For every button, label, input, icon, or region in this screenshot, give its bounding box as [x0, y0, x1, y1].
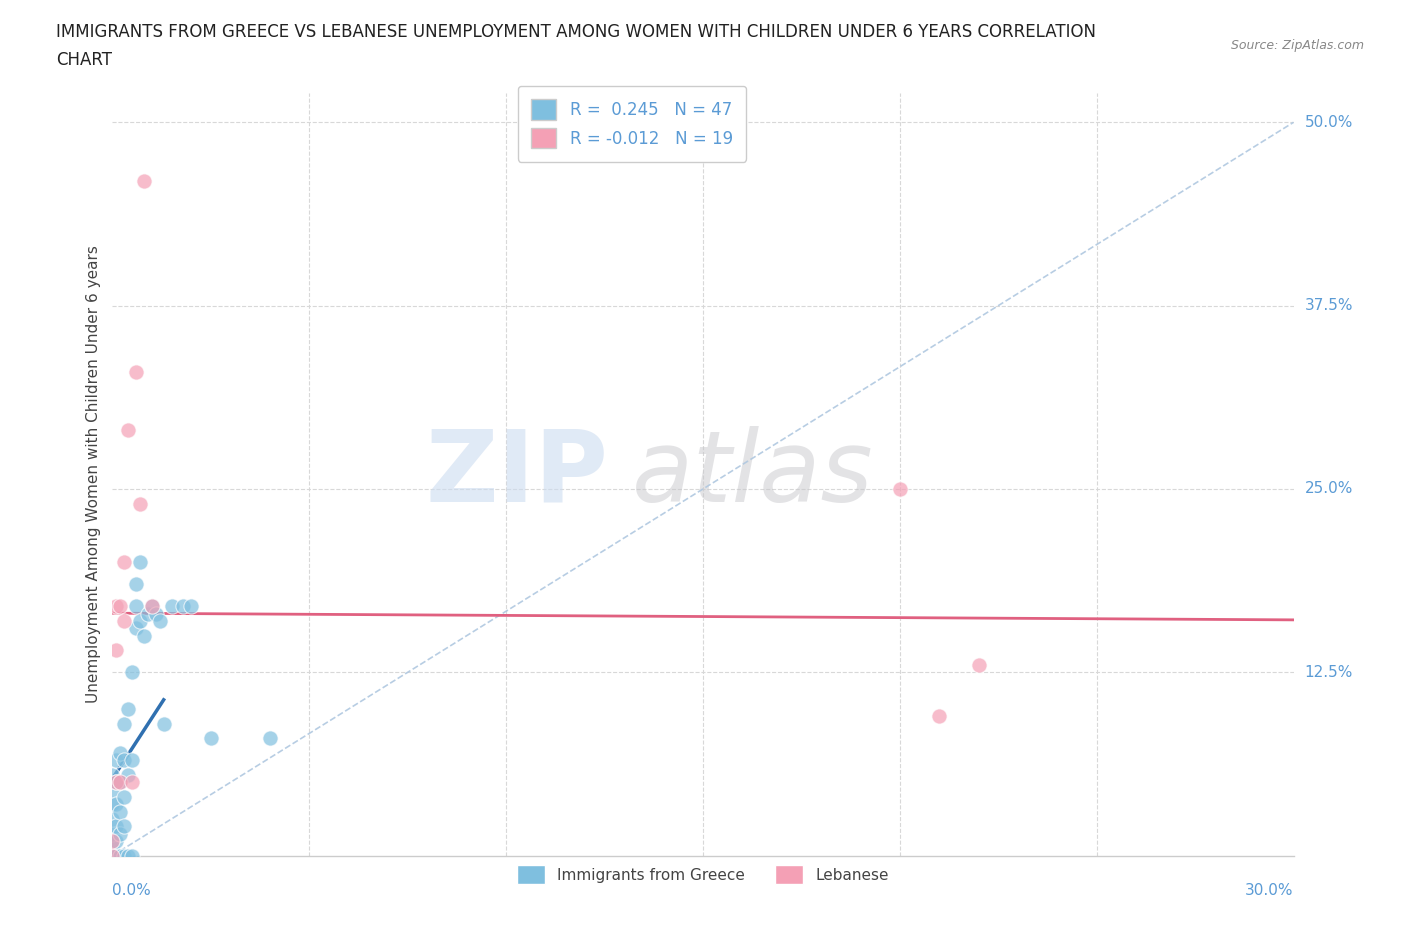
Text: 25.0%: 25.0% [1305, 482, 1353, 497]
Point [112, 753, 135, 768]
Point [110, 599, 132, 614]
Point [125, 599, 148, 614]
Point [967, 658, 990, 672]
Point [112, 790, 135, 804]
Point [112, 848, 135, 863]
Point [101, 797, 124, 812]
Point [110, 848, 132, 863]
Point [125, 577, 148, 591]
Point [101, 782, 124, 797]
Point [129, 555, 152, 570]
Point [121, 848, 143, 863]
Point [105, 775, 128, 790]
Point [112, 555, 135, 570]
Text: 50.0%: 50.0% [1305, 114, 1353, 130]
Point [121, 775, 143, 790]
Point [110, 826, 132, 841]
Text: atlas: atlas [633, 426, 873, 523]
Point [101, 826, 124, 841]
Point [112, 614, 135, 629]
Text: CHART: CHART [56, 51, 112, 69]
Point [180, 599, 202, 614]
Point [101, 833, 124, 848]
Text: Source: ZipAtlas.com: Source: ZipAtlas.com [1230, 39, 1364, 52]
Point [101, 841, 124, 856]
Text: ZIP: ZIP [426, 426, 609, 523]
Text: 37.5%: 37.5% [1305, 299, 1353, 313]
Point [101, 812, 124, 827]
Text: IMMIGRANTS FROM GREECE VS LEBANESE UNEMPLOYMENT AMONG WOMEN WITH CHILDREN UNDER : IMMIGRANTS FROM GREECE VS LEBANESE UNEMP… [56, 23, 1097, 41]
Text: 30.0%: 30.0% [1246, 884, 1294, 898]
Point [172, 599, 194, 614]
Point [129, 497, 152, 512]
Point [105, 818, 128, 833]
Point [117, 767, 139, 782]
Point [105, 643, 128, 658]
Point [200, 731, 222, 746]
Point [125, 365, 148, 379]
Point [105, 775, 128, 790]
Point [117, 423, 139, 438]
Point [101, 833, 124, 848]
Point [132, 174, 155, 189]
Point [110, 775, 132, 790]
Point [149, 614, 172, 629]
Point [105, 797, 128, 812]
Point [110, 804, 132, 819]
Point [259, 731, 281, 746]
Text: 0.0%: 0.0% [112, 884, 152, 898]
Point [160, 599, 183, 614]
Y-axis label: Unemployment Among Women with Children Under 6 years: Unemployment Among Women with Children U… [86, 246, 101, 703]
Point [136, 606, 159, 621]
Point [105, 599, 128, 614]
Point [145, 606, 167, 621]
Point [110, 775, 132, 790]
Legend: Immigrants from Greece, Lebanese: Immigrants from Greece, Lebanese [512, 859, 894, 890]
Point [105, 848, 128, 863]
Point [928, 709, 950, 724]
Point [112, 818, 135, 833]
Point [141, 599, 163, 614]
Point [152, 716, 174, 731]
Point [889, 482, 911, 497]
Point [125, 621, 148, 636]
Point [101, 767, 124, 782]
Point [117, 848, 139, 863]
Point [101, 848, 124, 863]
Point [121, 665, 143, 680]
Point [101, 848, 124, 863]
Point [105, 833, 128, 848]
Point [121, 753, 143, 768]
Point [132, 628, 155, 643]
Point [141, 599, 163, 614]
Point [117, 701, 139, 716]
Point [110, 746, 132, 761]
Point [129, 614, 152, 629]
Text: 12.5%: 12.5% [1305, 665, 1353, 680]
Point [112, 716, 135, 731]
Point [105, 753, 128, 768]
